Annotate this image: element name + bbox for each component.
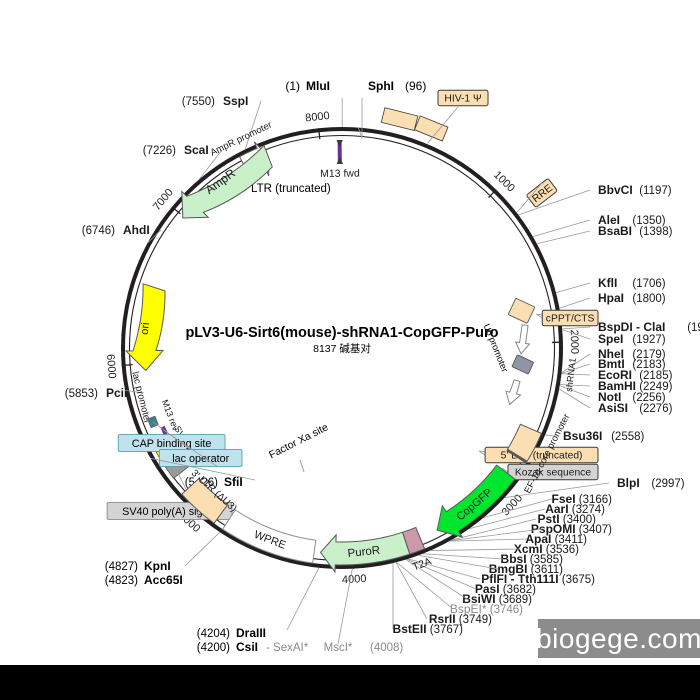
svg-text:(2997): (2997) (651, 478, 684, 490)
svg-text:(4200): (4200) (197, 642, 230, 654)
svg-text:(1927): (1927) (632, 334, 665, 346)
svg-text:HIV-1 Ψ: HIV-1 Ψ (444, 94, 481, 105)
svg-text:(4827): (4827) (105, 561, 138, 573)
svg-text:SspI: SspI (223, 94, 248, 108)
svg-text:BbvCI: BbvCI (598, 183, 633, 197)
svg-text:(2558): (2558) (611, 431, 644, 443)
svg-text:(7550): (7550) (182, 96, 215, 108)
svg-text:HpaI: HpaI (598, 291, 624, 305)
svg-text:shRNA1: shRNA1 (564, 357, 578, 392)
svg-text:(1197): (1197) (639, 185, 672, 197)
svg-text:(5853): (5853) (65, 388, 98, 400)
svg-text:MluI: MluI (306, 79, 330, 93)
svg-text:BlpI: BlpI (617, 476, 640, 490)
svg-text:ori: ori (139, 322, 152, 335)
svg-text:SphI: SphI (368, 79, 394, 93)
svg-text:DraIII: DraIII (236, 626, 266, 640)
svg-text:ScaI: ScaI (184, 143, 209, 157)
svg-text:Factor Xa site: Factor Xa site (267, 421, 330, 461)
svg-text:(4204): (4204) (197, 628, 230, 640)
svg-text:Kozak sequence: Kozak sequence (515, 468, 591, 479)
svg-text:8000: 8000 (305, 110, 331, 125)
svg-text:CAP binding site: CAP binding site (132, 438, 212, 450)
svg-text:6000: 6000 (104, 354, 118, 379)
svg-text:(1800): (1800) (632, 293, 665, 305)
svg-text:8137 碱基对: 8137 碱基对 (313, 342, 371, 355)
svg-text:(4008): (4008) (370, 642, 403, 654)
svg-text:Bsu36I: Bsu36I (563, 429, 602, 443)
svg-text:(1706): (1706) (632, 278, 665, 290)
svg-text:KpnI: KpnI (144, 559, 171, 573)
svg-text:cPPT/CTS: cPPT/CTS (546, 314, 595, 325)
svg-text:(6746): (6746) (82, 225, 115, 237)
svg-text:(1398): (1398) (639, 226, 672, 238)
svg-text:(96): (96) (405, 79, 426, 93)
svg-text:BstEII (3767): BstEII (3767) (393, 622, 464, 636)
svg-text:KflI: KflI (598, 276, 617, 290)
svg-text:(1922): (1922) (687, 322, 700, 334)
svg-text:(2276): (2276) (639, 403, 672, 415)
svg-text:pLV3-U6-Sirt6(mouse)-shRNA1-Co: pLV3-U6-Sirt6(mouse)-shRNA1-CopGFP-Puro (185, 325, 498, 341)
svg-text:(4823): (4823) (105, 575, 138, 587)
svg-text:PciI: PciI (106, 386, 127, 400)
svg-text:4000: 4000 (342, 573, 367, 586)
svg-text:SpeI: SpeI (598, 332, 623, 346)
svg-text:CsiI: CsiI (236, 640, 258, 654)
svg-text:- SexAI*: - SexAI* (266, 642, 309, 654)
svg-text:BsaBI: BsaBI (598, 224, 632, 238)
svg-text:2000: 2000 (568, 329, 581, 354)
svg-text:AhdI: AhdI (123, 223, 150, 237)
svg-text:Acc65I: Acc65I (144, 573, 183, 587)
svg-text:T2A: T2A (411, 555, 433, 573)
svg-text:AsiSI: AsiSI (598, 401, 628, 415)
svg-text:(7226): (7226) (143, 145, 176, 157)
svg-text:(1): (1) (285, 79, 300, 93)
svg-text:lac operator: lac operator (172, 453, 229, 465)
svg-text:M13 fwd: M13 fwd (320, 168, 360, 180)
